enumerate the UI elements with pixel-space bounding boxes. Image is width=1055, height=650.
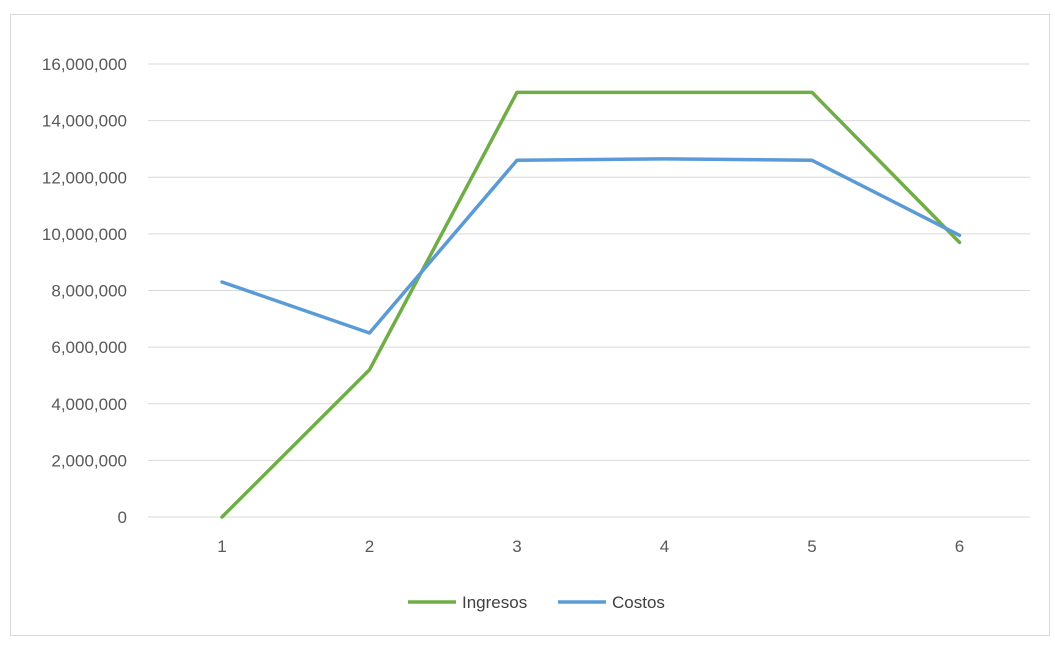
- chart-frame: [10, 14, 1050, 636]
- x-tick-label: 3: [512, 537, 521, 556]
- series-line-costos: [220, 157, 962, 335]
- x-tick-label: 2: [365, 537, 374, 556]
- y-tick-label: 4,000,000: [51, 395, 127, 414]
- x-tick-label: 5: [807, 537, 816, 556]
- series-line-ingresos: [220, 90, 962, 519]
- x-tick-label: 1: [217, 537, 226, 556]
- legend-label-costos: Costos: [612, 593, 665, 612]
- legend-label-ingresos: Ingresos: [462, 593, 527, 612]
- y-tick-label: 8,000,000: [51, 282, 127, 301]
- y-tick-label: 6,000,000: [51, 338, 127, 357]
- x-tick-label: 4: [660, 537, 669, 556]
- y-tick-label: 16,000,000: [42, 55, 127, 74]
- y-tick-label: 12,000,000: [42, 168, 127, 187]
- y-tick-label: 10,000,000: [42, 225, 127, 244]
- y-tick-label: 0: [118, 508, 127, 527]
- y-tick-label: 14,000,000: [42, 112, 127, 131]
- y-tick-label: 2,000,000: [51, 451, 127, 470]
- x-tick-label: 6: [955, 537, 964, 556]
